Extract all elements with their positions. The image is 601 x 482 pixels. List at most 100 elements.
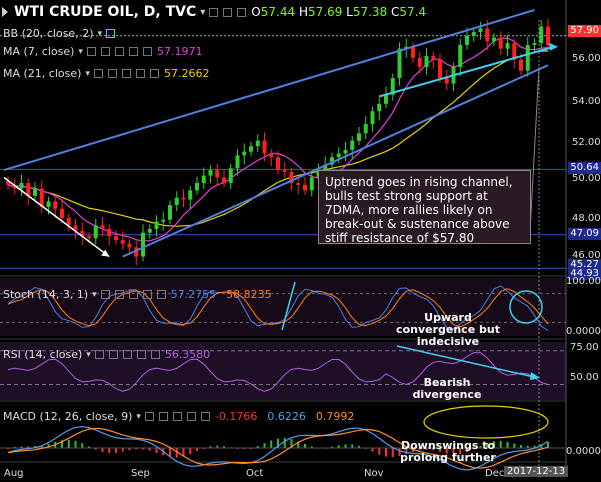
- candle-body: [19, 182, 24, 189]
- macd-histogram-bar: [459, 448, 462, 455]
- add-icon[interactable]: [186, 412, 196, 421]
- candle-body: [289, 171, 294, 183]
- macd-histogram-bar: [20, 446, 23, 448]
- macd-histogram-bar: [337, 445, 340, 448]
- macd-histogram-bar: [88, 446, 90, 448]
- macd-histogram-bar: [452, 448, 455, 455]
- candle-body: [357, 133, 361, 141]
- candle-body: [471, 32, 476, 36]
- add-icon[interactable]: [136, 350, 146, 359]
- more-icon[interactable]: [142, 47, 152, 56]
- candle-body: [323, 164, 328, 171]
- candle-body: [431, 56, 436, 60]
- candle-body: [195, 182, 199, 191]
- ohlc-readout: O57.44 H57.69 L57.38 C57.4: [251, 5, 427, 19]
- x-tick-label: Nov: [364, 468, 384, 479]
- macd-histogram-bar: [506, 441, 509, 448]
- chevron-down-icon[interactable]: ▾: [92, 289, 97, 300]
- chevron-down-icon[interactable]: ▾: [136, 411, 141, 422]
- candle-body: [127, 243, 132, 248]
- close-icon[interactable]: [237, 7, 247, 17]
- candle-body: [12, 184, 17, 189]
- macd-annotation: Downswings to prolong further: [400, 439, 496, 464]
- macd-histogram-bar: [101, 448, 104, 453]
- macd-histogram-bar: [189, 448, 192, 455]
- candle-body: [363, 124, 368, 134]
- macd-histogram-bar: [344, 444, 347, 448]
- macd-histogram-bar: [216, 445, 219, 448]
- close-icon[interactable]: [172, 412, 182, 421]
- candle-body: [519, 59, 523, 71]
- eye-icon[interactable]: [144, 412, 154, 421]
- candle-body: [60, 208, 64, 218]
- more-icon[interactable]: [150, 350, 160, 359]
- add-icon[interactable]: [142, 290, 152, 299]
- candle-body: [80, 230, 85, 237]
- chevron-down-icon[interactable]: ▾: [78, 46, 83, 57]
- macd-histogram-bar: [310, 446, 313, 448]
- macd-histogram-bar: [175, 448, 178, 458]
- resistance-tag: 50.64: [568, 162, 601, 174]
- macd-histogram-bar: [128, 448, 131, 451]
- stoch-legend: Stoch (14, 3, 1) ▾ 57.2755 58.8235: [3, 288, 272, 301]
- eye-icon[interactable]: [86, 47, 96, 56]
- rsi-divergence-line: [396, 345, 535, 378]
- macd-histogram-bar: [486, 443, 489, 448]
- close-icon[interactable]: [121, 69, 131, 78]
- settings-icon[interactable]: [107, 69, 117, 78]
- macd-histogram-bar: [40, 445, 43, 448]
- chevron-down-icon[interactable]: ▾: [97, 28, 103, 39]
- macd-histogram-bar: [405, 448, 408, 455]
- settings-icon[interactable]: [158, 412, 168, 421]
- settings-icon[interactable]: [108, 350, 118, 359]
- chevron-down-icon[interactable]: ▾: [86, 349, 91, 360]
- candle-body: [242, 151, 247, 156]
- eye-icon[interactable]: [209, 7, 219, 17]
- close-icon[interactable]: [128, 290, 138, 299]
- macd-histogram-bar: [418, 448, 421, 451]
- macd-histogram-bar: [270, 440, 273, 448]
- settings-icon[interactable]: [114, 290, 124, 299]
- more-icon[interactable]: [156, 290, 166, 299]
- price-tick-label: 48.00: [572, 213, 601, 224]
- add-icon[interactable]: [128, 47, 138, 56]
- stoch-label: Stoch (14, 3, 1): [3, 288, 89, 301]
- eye-icon[interactable]: [100, 290, 110, 299]
- eye-icon[interactable]: [106, 29, 116, 38]
- chevron-down-icon[interactable]: ▾: [85, 68, 90, 79]
- collapse-icon[interactable]: [2, 7, 8, 17]
- ma7-value: 57.1971: [156, 45, 203, 58]
- candle-body: [26, 182, 31, 196]
- candle-body: [417, 57, 422, 68]
- candle-body: [330, 157, 334, 165]
- macd-histogram-bar: [526, 445, 529, 448]
- macd-histogram-bar: [135, 448, 138, 450]
- eye-icon[interactable]: [93, 69, 103, 78]
- eye-icon[interactable]: [94, 350, 104, 359]
- macd-histogram-bar: [34, 445, 36, 448]
- settings-icon[interactable]: [100, 47, 110, 56]
- candle-body: [478, 28, 483, 33]
- more-icon[interactable]: [149, 69, 159, 78]
- close-icon[interactable]: [122, 350, 132, 359]
- candle-body: [350, 140, 355, 150]
- macd-highlight-ellipse: [423, 405, 549, 439]
- candle-body: [276, 157, 280, 171]
- macd-histogram-bar: [13, 446, 16, 448]
- callout-connector: [529, 67, 540, 233]
- close-icon[interactable]: [114, 47, 124, 56]
- ma7-label: MA (7, close): [3, 45, 75, 58]
- add-icon[interactable]: [135, 69, 145, 78]
- more-icon[interactable]: [200, 412, 210, 421]
- macd-line: [7, 425, 549, 471]
- macd-histogram-bar: [223, 446, 225, 448]
- chevron-down-icon[interactable]: ▾: [200, 6, 206, 18]
- chart-header: WTI CRUDE OIL, D, TVC ▾ O57.44 H57.69 L5…: [2, 4, 426, 20]
- macd-histogram-bar: [493, 441, 495, 448]
- crosshair-date-label: 2017-12-13: [504, 466, 569, 477]
- bb-legend: BB (20, close, 2) ▾: [3, 27, 116, 40]
- settings-icon[interactable]: [223, 7, 233, 17]
- candle-body: [411, 46, 415, 58]
- macd-histogram-bar: [61, 440, 63, 448]
- candle-body: [66, 217, 71, 226]
